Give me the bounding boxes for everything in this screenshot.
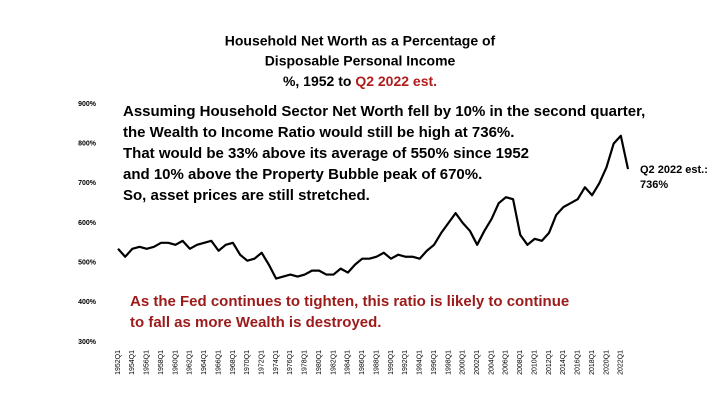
x-tick-label: 1982Q1 [330, 350, 337, 375]
annotation: Assuming Household Sector Net Worth fell… [123, 103, 645, 120]
x-tick-label: 1994Q1 [417, 350, 424, 375]
annotation: So, asset prices are still stretched. [123, 187, 370, 204]
x-tick-label: 1974Q1 [273, 350, 280, 375]
x-tick-label: 1980Q1 [316, 350, 323, 375]
chart-subtitle: %, 1952 to Q2 2022 est. [283, 73, 437, 89]
x-tick-label: 1990Q1 [388, 350, 395, 375]
x-tick-label: 1998Q1 [445, 350, 452, 375]
annotation: the Wealth to Income Ratio would still b… [123, 124, 514, 141]
chart-title: Disposable Personal Income [265, 53, 456, 69]
subtitle-highlight: Q2 2022 est. [355, 73, 437, 89]
y-tick-label: 700% [78, 180, 97, 187]
x-tick-label: 1992Q1 [402, 350, 409, 375]
y-tick-label: 300% [78, 339, 97, 346]
y-tick-label: 600% [78, 220, 97, 227]
y-tick-label: 400% [78, 299, 97, 306]
x-tick-label: 1952Q1 [115, 350, 122, 375]
x-tick-label: 1966Q1 [215, 350, 222, 375]
x-tick-label: 1976Q1 [287, 350, 294, 375]
x-tick-label: 2018Q1 [589, 350, 596, 375]
x-tick-label: 1988Q1 [373, 350, 380, 375]
x-tick-label: 1996Q1 [431, 350, 438, 375]
x-tick-label: 1958Q1 [158, 350, 165, 375]
annotation-warning: to fall as more Wealth is destroyed. [130, 314, 381, 331]
y-tick-label: 900% [78, 101, 97, 108]
chart-title: Household Net Worth as a Percentage of [225, 33, 496, 49]
x-tick-label: 1972Q1 [259, 350, 266, 375]
x-tick-label: 2008Q1 [517, 350, 524, 375]
x-tick-label: 2012Q1 [546, 350, 553, 375]
x-tick-label: 2014Q1 [560, 350, 567, 375]
x-tick-label: 1956Q1 [144, 350, 151, 375]
y-tick-label: 500% [78, 260, 97, 267]
annotation: That would be 33% above its average of 5… [123, 145, 529, 162]
line-series [117, 134, 630, 280]
x-tick-label: 1978Q1 [302, 350, 309, 375]
x-tick-label: 1964Q1 [201, 350, 208, 375]
x-tick-label: 2006Q1 [503, 350, 510, 375]
x-tick-label: 1962Q1 [187, 350, 194, 375]
x-tick-label: 1984Q1 [345, 350, 352, 375]
x-tick-label: 2000Q1 [460, 350, 467, 375]
x-tick-label: 2002Q1 [474, 350, 481, 375]
x-tick-label: 1968Q1 [230, 350, 237, 375]
x-tick-label: 1970Q1 [244, 350, 251, 375]
y-tick-label: 800% [78, 141, 97, 148]
x-tick-label: 1960Q1 [172, 350, 179, 375]
annotation-estimate: 736% [640, 179, 668, 191]
subtitle-text: %, 1952 to [283, 73, 355, 89]
x-tick-label: 1954Q1 [129, 350, 136, 375]
x-tick-label: 1986Q1 [359, 350, 366, 375]
x-tick-label: 2022Q1 [618, 350, 625, 375]
x-tick-label: 2020Q1 [603, 350, 610, 375]
annotation: and 10% above the Property Bubble peak o… [123, 166, 482, 183]
annotation-estimate: Q2 2022 est.: [640, 164, 708, 176]
x-tick-label: 2010Q1 [531, 350, 538, 375]
x-tick-label: 2004Q1 [488, 350, 495, 375]
annotation-warning: As the Fed continues to tighten, this ra… [130, 293, 569, 310]
x-tick-label: 2016Q1 [575, 350, 582, 375]
